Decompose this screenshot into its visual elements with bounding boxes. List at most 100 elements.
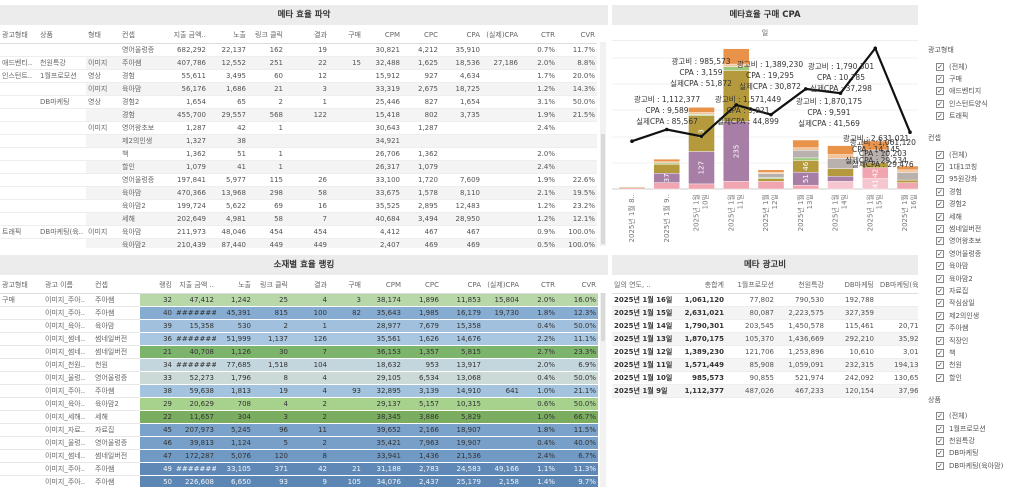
- filter-checkbox-item[interactable]: ✓ 애드벤티지: [936, 86, 981, 97]
- filter-checkbox-item[interactable]: ✓ 트래픽: [936, 111, 968, 122]
- efficiency-scrollbar[interactable]: [600, 42, 606, 246]
- bar-segment[interactable]: [792, 139, 819, 148]
- filter-checkbox-item[interactable]: ✓ 육아맘2: [936, 273, 973, 284]
- column-header[interactable]: 일의 연도, ..: [612, 278, 677, 294]
- bar-segment[interactable]: [757, 181, 785, 190]
- filter-checkbox-item[interactable]: ✓ (전체): [936, 61, 967, 72]
- bar-segment[interactable]: [653, 158, 680, 162]
- column-header[interactable]: 구매: [329, 28, 363, 44]
- filter-checkbox-item[interactable]: ✓ (전체): [936, 411, 967, 422]
- filter-checkbox-item[interactable]: ✓ 주아쌤: [936, 323, 968, 334]
- checkbox-checked-icon[interactable]: ✓: [936, 311, 944, 320]
- checkbox-checked-icon[interactable]: ✓: [936, 336, 944, 345]
- filter-checkbox-item[interactable]: ✓ DB마케팅(육아맘): [936, 460, 1003, 471]
- checkbox-checked-icon[interactable]: ✓: [936, 112, 944, 121]
- bar-segment[interactable]: [792, 157, 819, 161]
- filter-checkbox-item[interactable]: ✓ 95원강좌: [936, 174, 977, 185]
- spend-point[interactable]: [873, 46, 878, 51]
- column-header[interactable]: 1월프로모션: [726, 278, 776, 294]
- filter-checkbox-item[interactable]: ✓ 육아맘: [936, 261, 968, 272]
- column-header[interactable]: CPC: [403, 278, 441, 294]
- column-header[interactable]: CPM: [363, 28, 402, 44]
- bar-segment[interactable]: [827, 176, 854, 182]
- filter-checkbox-item[interactable]: ✓ 1대1코칭: [936, 161, 977, 172]
- checkbox-checked-icon[interactable]: ✓: [936, 224, 944, 233]
- checkbox-checked-icon[interactable]: ✓: [936, 299, 944, 308]
- scrollbar-thumb[interactable]: [601, 134, 605, 244]
- column-header[interactable]: CTR: [520, 28, 557, 44]
- checkbox-checked-icon[interactable]: ✓: [936, 412, 944, 421]
- filter-checkbox-item[interactable]: ✓ 썸네일버전: [936, 223, 981, 234]
- column-header[interactable]: CVR: [557, 28, 597, 44]
- bar-segment[interactable]: [792, 184, 819, 190]
- bar-segment[interactable]: [688, 183, 715, 190]
- checkbox-checked-icon[interactable]: ✓: [936, 348, 944, 357]
- checkbox-checked-icon[interactable]: ✓: [936, 286, 944, 295]
- bar-segment[interactable]: [896, 179, 918, 183]
- checkbox-checked-icon[interactable]: ✓: [936, 175, 944, 184]
- checkbox-checked-icon[interactable]: ✓: [936, 87, 944, 96]
- column-header[interactable]: CPM: [363, 278, 403, 294]
- checkbox-checked-icon[interactable]: ✓: [936, 162, 944, 171]
- checkbox-checked-icon[interactable]: ✓: [936, 449, 944, 458]
- column-header[interactable]: CPC: [402, 28, 440, 44]
- filter-checkbox-item[interactable]: ✓ 1월프로모션: [936, 423, 986, 434]
- bar-segment[interactable]: [896, 169, 918, 173]
- bar-segment[interactable]: [792, 147, 819, 151]
- column-header[interactable]: 형태: [86, 28, 120, 44]
- filter-checkbox-item[interactable]: ✓ 천원: [936, 360, 962, 371]
- bar-segment[interactable]: [896, 172, 918, 181]
- filter-checkbox-item[interactable]: ✓ 영어울렁증: [936, 248, 981, 259]
- spend-point[interactable]: [769, 112, 773, 117]
- column-header[interactable]: DB마케팅: [826, 278, 876, 294]
- filter-checkbox-item[interactable]: ✓ (전체): [936, 149, 967, 160]
- bar-segment[interactable]: [653, 164, 680, 174]
- column-header[interactable]: CPA: [440, 28, 482, 44]
- scrollbar-thumb[interactable]: [601, 293, 605, 341]
- checkbox-checked-icon[interactable]: ✓: [936, 62, 944, 71]
- checkbox-checked-icon[interactable]: ✓: [936, 424, 944, 433]
- checkbox-checked-icon[interactable]: ✓: [936, 262, 944, 271]
- column-header[interactable]: 링크 클릭: [248, 28, 285, 44]
- bar-segment[interactable]: [827, 145, 854, 155]
- checkbox-checked-icon[interactable]: ✓: [936, 212, 944, 221]
- spend-point[interactable]: [803, 87, 808, 91]
- bar-segment[interactable]: [688, 112, 715, 115]
- bar-segment[interactable]: [896, 182, 918, 190]
- column-header[interactable]: (실제)CPA: [483, 278, 521, 294]
- column-header[interactable]: 결과: [290, 278, 329, 294]
- checkbox-checked-icon[interactable]: ✓: [936, 99, 944, 108]
- bar-segment[interactable]: [757, 169, 785, 173]
- column-header[interactable]: 광고형태: [0, 278, 43, 294]
- column-header[interactable]: 구매: [329, 278, 363, 294]
- column-header[interactable]: 노출: [208, 28, 248, 44]
- spend-point[interactable]: [734, 103, 739, 107]
- checkbox-checked-icon[interactable]: ✓: [936, 324, 944, 333]
- bar-segment[interactable]: [653, 182, 680, 190]
- column-header[interactable]: (실제)CPA: [482, 28, 520, 44]
- column-header[interactable]: 컨셉: [120, 28, 170, 44]
- column-header[interactable]: 랭킹: [140, 278, 174, 294]
- spend-point[interactable]: [630, 139, 634, 144]
- spend-point[interactable]: [664, 127, 669, 132]
- column-header[interactable]: 천원특강: [776, 278, 826, 294]
- checkbox-checked-icon[interactable]: ✓: [936, 274, 944, 283]
- column-header[interactable]: CPA: [441, 278, 483, 294]
- column-header[interactable]: 지출 금액 ..: [174, 278, 216, 294]
- spend-point[interactable]: [699, 134, 704, 139]
- bar-segment[interactable]: [757, 178, 785, 182]
- column-header[interactable]: 결과: [285, 28, 329, 44]
- column-header[interactable]: DB마케팅(육..: [876, 278, 918, 294]
- filter-checkbox-item[interactable]: ✓ 천원특강: [936, 435, 975, 446]
- bar-segment[interactable]: [896, 165, 918, 171]
- filter-checkbox-item[interactable]: ✓ 인스턴트양식: [936, 98, 988, 109]
- column-header[interactable]: 광고형태: [0, 28, 38, 44]
- checkbox-checked-icon[interactable]: ✓: [936, 187, 944, 196]
- checkbox-checked-icon[interactable]: ✓: [936, 249, 944, 258]
- column-header[interactable]: 지출 금액..: [170, 28, 208, 44]
- bar-segment[interactable]: [618, 186, 646, 188]
- checkbox-checked-icon[interactable]: ✓: [936, 74, 944, 83]
- checkbox-checked-icon[interactable]: ✓: [936, 200, 944, 209]
- bar-segment[interactable]: [862, 140, 889, 151]
- filter-checkbox-item[interactable]: ✓ 영어왕초보: [936, 236, 981, 247]
